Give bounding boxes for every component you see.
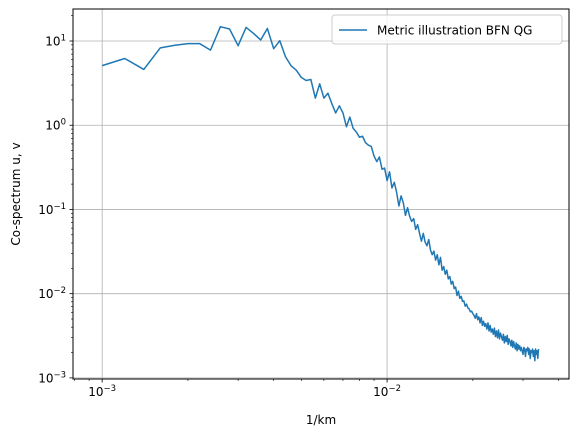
x-tick-exponent: −3 — [104, 384, 117, 394]
legend-label: Metric illustration BFN QG — [377, 24, 532, 38]
y-axis-label: Co-spectrum u, v — [9, 142, 23, 245]
y-tick-exponent: −1 — [53, 202, 66, 212]
series-line — [101, 25, 540, 362]
y-tick-label: 10−1 — [38, 202, 66, 217]
y-tick-exponent: 0 — [61, 118, 66, 128]
y-tick-exponent: −3 — [53, 370, 66, 380]
legend-box — [331, 14, 563, 45]
y-tick-label: 10−3 — [38, 370, 66, 385]
x-tick-label: 10−2 — [373, 384, 401, 399]
y-tick-label: 10−2 — [38, 286, 66, 301]
legend: Metric illustration BFN QG — [331, 14, 563, 45]
x-tick-label: 10−3 — [88, 384, 116, 399]
x-axis: 10−3 10−2 — [74, 379, 559, 399]
x-tick-exponent: −2 — [388, 384, 401, 394]
x-axis-label: 1/km — [306, 413, 336, 427]
y-tick-label: 101 — [45, 34, 66, 49]
grid — [73, 9, 569, 379]
series-layer — [101, 25, 540, 362]
y-tick-label: 100 — [45, 118, 66, 133]
y-tick-exponent: −2 — [53, 286, 66, 296]
y-tick-exponent: 1 — [61, 34, 66, 44]
plot-area-frame — [72, 8, 570, 380]
